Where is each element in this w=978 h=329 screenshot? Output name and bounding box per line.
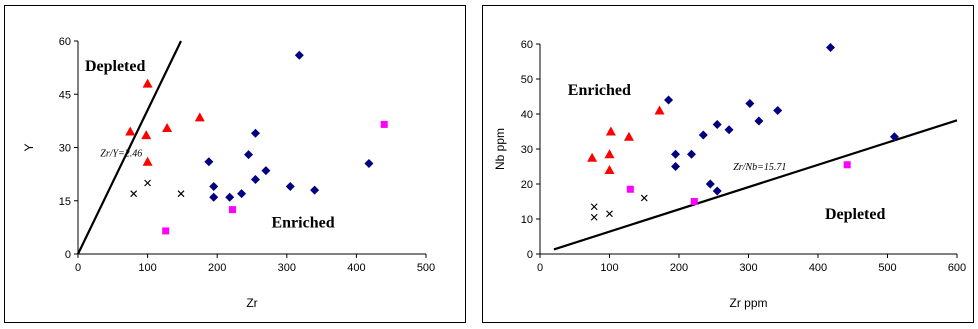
triangle-data-point (623, 131, 634, 141)
zr-nb-scatter-plot: 0 100 200 300 400 500 600 0 10 20 30 40 50 60 Zr ppm Nb… (493, 39, 966, 310)
diamond-data-point (826, 43, 836, 52)
enriched-region-label: Enriched (568, 82, 631, 99)
diamond-data-point (310, 185, 320, 195)
diamond-data-point (209, 182, 219, 192)
diamond-data-point (225, 192, 235, 202)
x-tick-label: 100 (138, 262, 156, 274)
triangle-data-point (142, 78, 153, 88)
x-tick-label: 600 (948, 262, 966, 274)
x-axis-label: Zr ppm (729, 296, 767, 310)
x-data-point (177, 190, 185, 198)
square-data-point (626, 185, 634, 193)
y-tick-label: 30 (59, 143, 71, 155)
y-tick-label: 0 (65, 249, 71, 261)
chart-panel-zr-y: 0 100 200 300 400 500 0 15 30 45 60 Zr Y Depleted Enri… (4, 5, 466, 323)
x-data-point (640, 194, 648, 202)
triangle-data-point (162, 122, 173, 132)
diamond-data-point (244, 150, 254, 160)
x-data-point (590, 213, 598, 221)
diamond-data-point (754, 116, 764, 126)
x-tick-label: 300 (739, 262, 757, 274)
zr-y-scatter-plot: 0 100 200 300 400 500 0 15 30 45 60 Zr Y Depleted Enri… (22, 36, 435, 310)
triangle-data-point (604, 149, 615, 159)
diamond-data-point (671, 162, 681, 171)
y-tick-label: 30 (521, 144, 533, 156)
depleted-region-label: Depleted (825, 206, 886, 223)
diamond-data-point (712, 120, 722, 129)
x-tick-label: 0 (75, 262, 81, 274)
diamond-data-point (250, 128, 260, 138)
diamond-data-point (773, 106, 783, 115)
diamond-data-point (204, 157, 214, 167)
diamond-data-point (712, 186, 722, 196)
ratio-trend-line (553, 119, 958, 251)
x-data-point (590, 203, 598, 211)
square-data-point (690, 198, 698, 205)
diamond-data-point (698, 130, 708, 140)
y-tick-label: 45 (59, 89, 71, 101)
x-tick-label: 500 (878, 262, 896, 274)
diamond-data-point (705, 179, 715, 189)
diamond-data-point (889, 132, 899, 142)
x-axis-label: Zr (246, 296, 257, 310)
y-tick-label: 10 (521, 214, 533, 226)
ratio-annotation-label: Zr/Nb=15.71 (733, 162, 786, 173)
x-tick-label: 400 (809, 262, 827, 274)
chart-panel-zr-nb: 0 100 200 300 400 500 600 0 10 20 30 40 50 60 Zr ppm Nb… (482, 5, 974, 323)
triangle-data-point (141, 130, 152, 140)
triangle-data-point (125, 126, 136, 136)
diamond-data-point (209, 192, 219, 202)
x-tick-label: 400 (347, 262, 365, 274)
x-tick-label: 500 (417, 262, 435, 274)
diamond-data-point (724, 125, 734, 135)
y-tick-label: 15 (59, 196, 71, 208)
diamond-data-point (261, 166, 271, 176)
x-data-point (130, 190, 138, 198)
y-tick-label: 0 (527, 249, 533, 261)
x-tick-label: 200 (208, 262, 226, 274)
x-data-point (144, 179, 152, 187)
diamond-data-point (745, 99, 755, 108)
triangle-data-point (605, 126, 616, 136)
diamond-data-point (687, 149, 697, 159)
diamond-data-point (664, 95, 674, 105)
depleted-region-label: Depleted (85, 58, 146, 75)
x-tick-label: 100 (600, 262, 618, 274)
ratio-annotation-label: Zr/Y=2.46 (100, 148, 142, 159)
square-data-point (229, 206, 237, 214)
y-tick-label: 60 (59, 36, 71, 48)
y-tick-label: 60 (521, 39, 533, 51)
triangle-data-point (654, 105, 665, 115)
diamond-data-point (364, 158, 374, 168)
diamond-data-point (285, 182, 295, 192)
square-data-point (380, 120, 388, 128)
x-tick-label: 0 (537, 262, 543, 274)
triangle-data-point (142, 156, 153, 166)
enriched-region-label: Enriched (271, 214, 334, 231)
diamond-data-point (294, 50, 304, 60)
diamond-data-point (671, 149, 681, 159)
y-axis-label: Nb ppm (493, 128, 507, 170)
square-data-point (162, 227, 170, 235)
triangle-data-point (604, 165, 615, 174)
x-data-point (606, 210, 613, 218)
y-axis-label: Y (22, 143, 36, 151)
triangle-data-point (194, 112, 205, 122)
y-tick-label: 50 (521, 74, 533, 86)
triangle-data-point (587, 152, 598, 162)
y-tick-label: 40 (521, 109, 533, 121)
ratio-trend-line (77, 40, 182, 255)
square-data-point (843, 161, 851, 169)
diamond-data-point (250, 174, 260, 184)
x-tick-label: 300 (278, 262, 296, 274)
x-tick-label: 200 (670, 262, 688, 274)
y-tick-label: 20 (521, 179, 533, 191)
diamond-data-point (237, 189, 247, 199)
